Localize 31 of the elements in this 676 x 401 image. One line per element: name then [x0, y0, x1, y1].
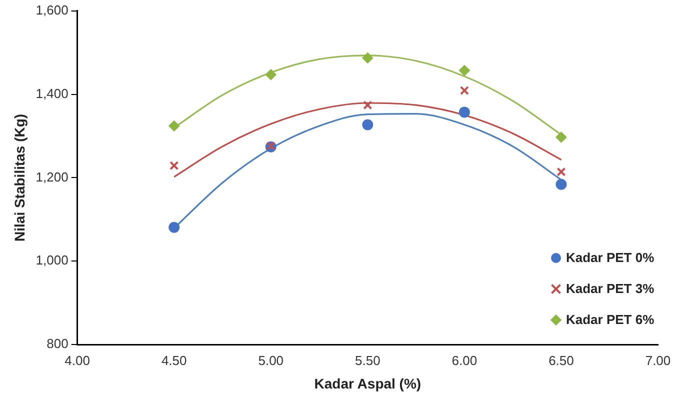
point	[168, 120, 180, 132]
line-series	[173, 102, 562, 178]
x-tick-label: 4.00	[64, 352, 90, 368]
x-tick-label: 5.50	[355, 352, 380, 368]
point	[460, 86, 469, 96]
y-tick-label: 1,400	[36, 86, 68, 101]
point	[362, 119, 374, 130]
point	[170, 161, 179, 170]
legend-label: Kadar PET 3%	[566, 281, 654, 296]
y-tick-label: 1,000	[36, 252, 68, 268]
x-axis-title: Kadar Aspal (%)	[314, 375, 422, 392]
point	[556, 132, 567, 143]
point	[556, 178, 567, 190]
y-tick-label: 1,200	[36, 169, 68, 184]
y-tick-label: 800	[46, 336, 68, 352]
point	[458, 64, 470, 76]
x-tick-label: 5.00	[258, 352, 284, 368]
x-tick-label: 4.50	[161, 352, 187, 368]
point	[265, 69, 276, 80]
point	[458, 106, 470, 118]
point	[556, 167, 566, 176]
legend-label: Kadar PET 0%	[566, 250, 654, 266]
point	[362, 52, 374, 64]
y-axis-title: Nilai Stabilitas (Kg)	[11, 114, 28, 242]
x-tick-label: 7.00	[645, 352, 671, 368]
x-tick-label: 6.00	[452, 352, 478, 368]
legend-label: Kadar PET 6%	[566, 312, 654, 328]
point	[363, 100, 372, 110]
y-tick-label: 1,600	[36, 2, 68, 18]
x-tick-label: 6.50	[548, 352, 574, 368]
point	[168, 222, 180, 233]
